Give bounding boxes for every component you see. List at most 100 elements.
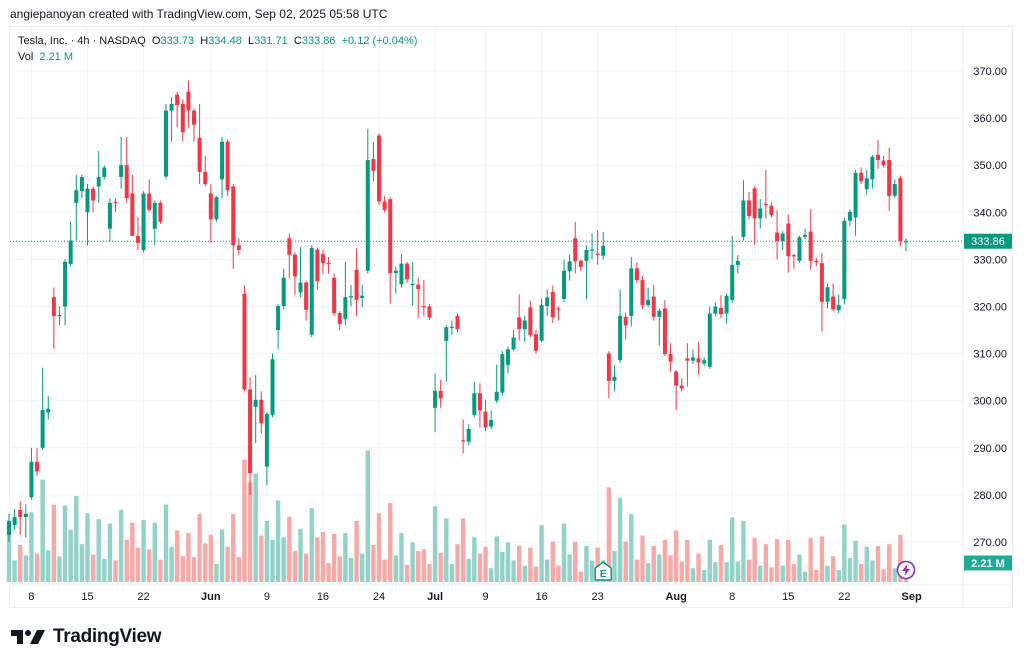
candle bbox=[623, 312, 628, 340]
candle bbox=[500, 351, 505, 396]
candle-body bbox=[152, 202, 157, 229]
earnings-icon-label: E bbox=[600, 569, 607, 580]
date-tick-label: 23 bbox=[592, 591, 604, 603]
candle bbox=[18, 501, 23, 535]
candle bbox=[231, 184, 236, 269]
candle bbox=[730, 235, 735, 303]
candle bbox=[797, 235, 802, 263]
symbol-title[interactable]: Tesla, Inc. · 4h · NASDAQ bbox=[18, 35, 146, 47]
volume-bar bbox=[292, 551, 298, 582]
volume-bar bbox=[416, 551, 421, 582]
volume-bar bbox=[320, 532, 326, 582]
date-tick-label: Jun bbox=[201, 591, 221, 603]
candle bbox=[758, 199, 763, 229]
candle-body bbox=[522, 320, 527, 330]
volume-bar bbox=[780, 565, 785, 582]
volume-bar bbox=[466, 558, 471, 582]
volume-bar bbox=[275, 500, 281, 582]
candle-body bbox=[668, 354, 673, 362]
volume-bar bbox=[623, 541, 628, 582]
candle bbox=[309, 245, 314, 338]
candle bbox=[175, 92, 180, 128]
candle bbox=[881, 155, 886, 168]
candle-body bbox=[141, 193, 146, 250]
candle-body bbox=[483, 411, 488, 428]
candle bbox=[348, 284, 353, 307]
candle-body bbox=[892, 184, 897, 196]
candle-body bbox=[7, 520, 11, 535]
tradingview-logo-icon bbox=[11, 630, 45, 644]
candle-body bbox=[472, 393, 477, 415]
candle bbox=[51, 287, 56, 349]
candle-body bbox=[163, 110, 168, 177]
lightning-icon[interactable] bbox=[896, 560, 916, 580]
candle-body bbox=[399, 263, 404, 285]
candle bbox=[444, 325, 449, 382]
price-tick-label: 340.00 bbox=[973, 207, 1007, 219]
volume-bar bbox=[247, 482, 253, 582]
volume-bar bbox=[68, 529, 73, 582]
candle-body bbox=[842, 220, 847, 299]
candle-body bbox=[79, 176, 84, 192]
candle-body bbox=[489, 420, 494, 427]
volume-bar bbox=[645, 563, 651, 582]
candle bbox=[550, 285, 555, 323]
candle bbox=[735, 255, 740, 274]
volume-bar bbox=[62, 505, 68, 582]
candle-body bbox=[539, 305, 544, 341]
candle-body bbox=[752, 188, 757, 219]
volume-bar bbox=[696, 553, 701, 582]
candle-body bbox=[646, 299, 651, 306]
volume-bar bbox=[847, 557, 853, 582]
tradingview-logo[interactable]: TradingView bbox=[11, 626, 162, 648]
candle bbox=[141, 191, 146, 253]
candle bbox=[438, 379, 443, 408]
volume-bar bbox=[141, 520, 146, 582]
close-value: 333.86 bbox=[301, 35, 336, 47]
candle-body bbox=[29, 461, 34, 498]
earnings-icon[interactable]: E bbox=[594, 561, 613, 581]
date-tick-label: 8 bbox=[729, 591, 735, 603]
volume-bar bbox=[651, 545, 656, 582]
candle-body bbox=[853, 172, 858, 218]
candle-body bbox=[438, 390, 443, 399]
volume-bar bbox=[432, 506, 438, 582]
volume-bar bbox=[870, 560, 875, 582]
candle bbox=[718, 295, 723, 319]
candle bbox=[96, 151, 101, 203]
volume-bar bbox=[853, 540, 858, 582]
candle bbox=[337, 311, 342, 331]
volume-bar bbox=[713, 562, 718, 582]
candle bbox=[405, 261, 410, 283]
close-label: C bbox=[293, 35, 302, 47]
volume-bar bbox=[174, 530, 180, 582]
volume-bar bbox=[746, 559, 752, 582]
candle-body bbox=[511, 337, 516, 350]
candle-body bbox=[40, 410, 45, 448]
volume-bar bbox=[23, 555, 29, 582]
candle bbox=[68, 221, 73, 267]
candle bbox=[533, 330, 538, 354]
candle bbox=[455, 313, 460, 333]
candle-body bbox=[203, 171, 208, 185]
volume-bar bbox=[354, 520, 359, 582]
candle-body bbox=[763, 203, 768, 206]
candle bbox=[416, 278, 421, 318]
candle bbox=[741, 180, 746, 241]
candle-body bbox=[309, 248, 314, 335]
candle bbox=[690, 349, 695, 364]
volume-label[interactable]: Vol bbox=[18, 51, 34, 63]
candle-body bbox=[825, 287, 830, 302]
volume-bar bbox=[118, 509, 124, 582]
candle bbox=[803, 228, 808, 240]
candle bbox=[522, 315, 527, 342]
candle-body bbox=[135, 235, 140, 243]
volume-bar bbox=[730, 517, 735, 582]
volume-bar bbox=[343, 532, 348, 582]
volume-bar bbox=[365, 450, 370, 582]
low-value: 331.71 bbox=[254, 35, 288, 47]
volume-bar bbox=[399, 532, 404, 582]
volume-bar bbox=[584, 545, 589, 582]
candle bbox=[102, 165, 107, 180]
